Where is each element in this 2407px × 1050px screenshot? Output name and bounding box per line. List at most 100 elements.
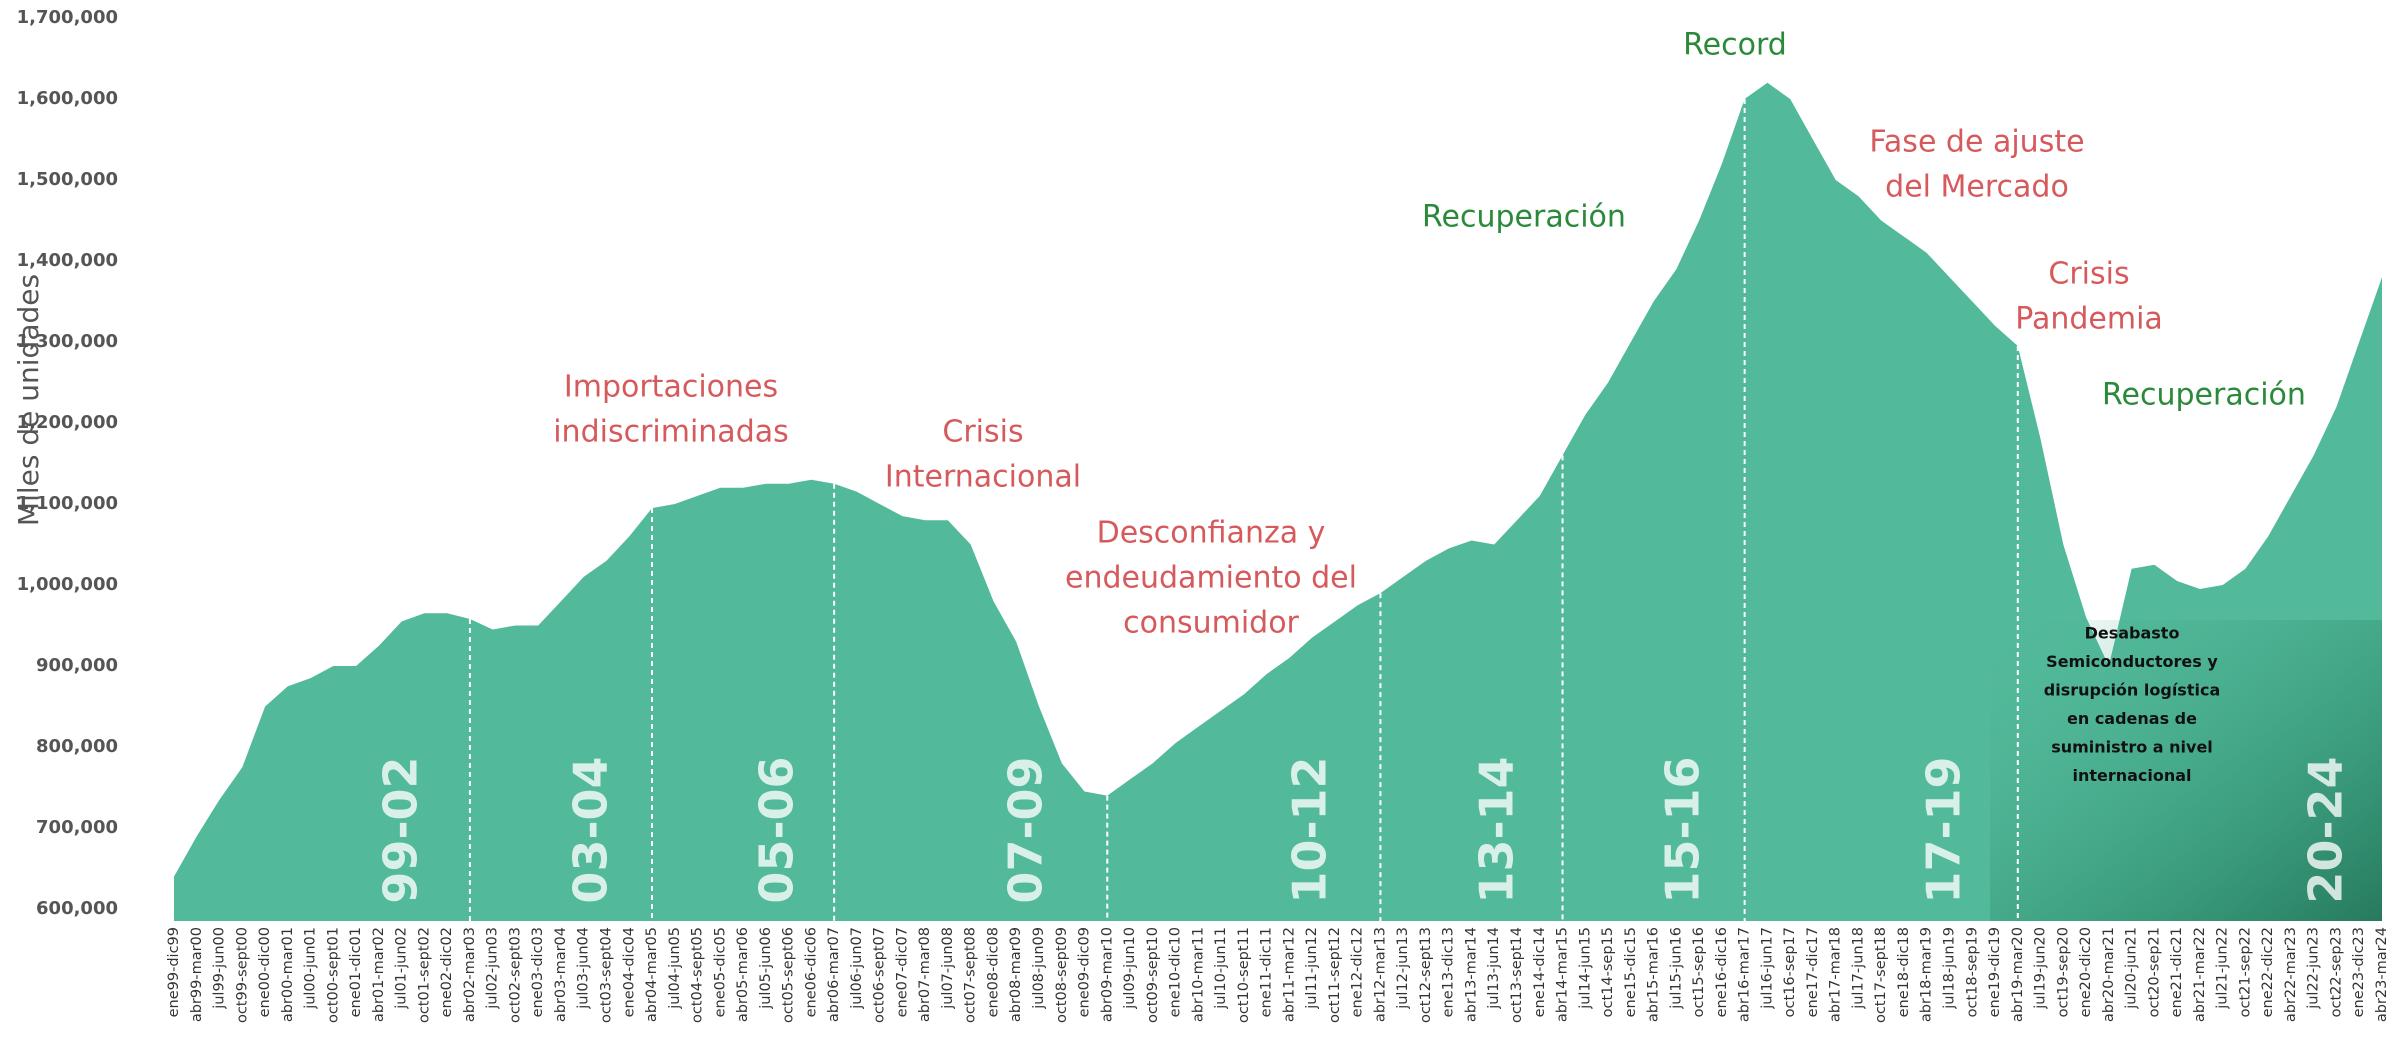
x-tick-label: oct17-sept18 (1873, 927, 1889, 1023)
period-label: 99-02 (374, 756, 428, 903)
x-tick-label: oct21-sep22 (2237, 927, 2253, 1017)
annotation: consumidor (1123, 606, 1299, 641)
x-tick-label: oct06-sept07 (872, 927, 888, 1023)
x-tick-label: abr11-mar12 (1281, 927, 1297, 1022)
x-tick-label: oct14-sep15 (1600, 927, 1616, 1017)
annotation: Record (1683, 28, 1787, 63)
x-tick-label: abr21-mar22 (2192, 927, 2208, 1022)
x-tick-label: ene21-dic21 (2169, 927, 2185, 1017)
annotation: Fase de ajuste (1869, 125, 2084, 160)
x-tick-label: ene22-dic22 (2260, 927, 2276, 1017)
y-axis-title: Miles de unidades (12, 274, 45, 526)
x-tick-label: oct19-sep20 (2055, 927, 2071, 1017)
period-label: 05-06 (750, 756, 804, 903)
x-tick-label: ene23-dic23 (2351, 927, 2367, 1017)
y-tick-label: 1,100,000 (17, 493, 118, 514)
y-tick-label: 1,600,000 (17, 88, 118, 109)
y-tick-label: 1,300,000 (17, 331, 118, 352)
x-tick-label: ene06-dic06 (803, 927, 819, 1017)
x-tick-label: abr23-mar24 (2374, 927, 2390, 1022)
y-tick-label: 700,000 (36, 817, 118, 838)
x-tick-label: oct07-sept08 (963, 927, 979, 1023)
x-tick-label: ene05-dic05 (712, 927, 728, 1017)
x-tick-label: jul16-jun17 (1759, 927, 1775, 1010)
x-tick-label: oct12-sept13 (1418, 927, 1434, 1023)
x-tick-label: abr01-mar02 (371, 927, 387, 1022)
period-label: 17-19 (1917, 756, 1971, 903)
x-tick-label: oct01-sept02 (416, 927, 432, 1023)
x-tick-label: abr18-mar19 (1919, 927, 1935, 1022)
x-tick-label: ene11-dic11 (1259, 927, 1275, 1017)
x-tick-label: jul18-jun19 (1942, 927, 1958, 1010)
y-tick-label: 1,700,000 (17, 7, 118, 28)
x-tick-label: jul17-jun18 (1850, 927, 1866, 1010)
x-tick-label: abr15-mar16 (1646, 927, 1662, 1022)
x-tick-label: ene04-dic04 (621, 927, 637, 1017)
x-tick-label: ene10-dic10 (1168, 927, 1184, 1017)
x-tick-label: oct03-sept04 (598, 927, 614, 1023)
y-tick-label: 1,500,000 (17, 169, 118, 190)
x-tick-label: jul19-jun20 (2033, 927, 2049, 1010)
annotation: Recuperación (2102, 378, 2306, 413)
x-tick-label: oct13-sept14 (1509, 927, 1525, 1023)
period-label: 20-24 (2299, 756, 2353, 903)
x-tick-label: abr17-mar18 (1828, 927, 1844, 1022)
note-text: Desabasto (2085, 624, 2180, 643)
note-text: internacional (2072, 766, 2191, 785)
x-tick-label: ene08-dic08 (985, 927, 1001, 1017)
x-tick-label: abr09-mar10 (1099, 927, 1115, 1022)
annotation: indiscriminadas (553, 415, 789, 450)
annotation: Internacional (885, 460, 1081, 495)
x-tick-label: ene12-dic12 (1350, 927, 1366, 1017)
x-tick-label: abr02-mar03 (462, 927, 478, 1022)
x-tick-label: jul06-jun07 (849, 927, 865, 1010)
x-tick-label: jul02-jun03 (485, 927, 501, 1010)
x-tick-label: jul22-jun23 (2306, 927, 2322, 1010)
note-text: suministro a nivel (2051, 738, 2213, 757)
period-label: 13-14 (1470, 756, 1524, 903)
x-tick-label: jul11-jun12 (1304, 927, 1320, 1010)
x-tick-label: jul04-jun05 (667, 927, 683, 1010)
x-tick-label: abr07-mar08 (917, 927, 933, 1022)
x-tick-label: ene20-dic20 (2078, 927, 2094, 1017)
x-tick-label: oct22-sep23 (2328, 927, 2344, 1017)
x-tick-label: abr10-mar11 (1190, 927, 1206, 1022)
x-tick-label: jul05-jun06 (758, 927, 774, 1010)
x-tick-label: abr22-mar23 (2283, 927, 2299, 1022)
y-tick-label: 1,200,000 (17, 412, 118, 433)
x-tick-label: ene15-dic15 (1623, 927, 1639, 1017)
x-tick-label: oct15-sep16 (1691, 927, 1707, 1017)
x-tick-label: oct20-sep21 (2146, 927, 2162, 1017)
x-tick-label: abr04-mar05 (644, 927, 660, 1022)
x-tick-label: abr03-mar04 (553, 927, 569, 1022)
annotation: Importaciones (564, 370, 778, 405)
x-tick-label: jul00-jun01 (303, 927, 319, 1010)
period-label: 10-12 (1283, 756, 1337, 903)
x-tick-label: abr05-mar06 (735, 927, 751, 1022)
chart: Miles de unidades 600,000700,000800,0009… (0, 0, 2407, 1050)
x-tick-label: oct99-sept00 (234, 927, 250, 1023)
x-tick-label: abr12-mar13 (1372, 927, 1388, 1022)
y-tick-label: 1,000,000 (17, 574, 118, 595)
annotation: Crisis (942, 415, 1023, 450)
x-tick-label: jul03-jun04 (576, 927, 592, 1010)
x-tick-label: oct10-sept11 (1236, 927, 1252, 1023)
x-tick-label: jul08-jun09 (1031, 927, 1047, 1010)
x-tick-label: ene16-dic16 (1714, 927, 1730, 1017)
x-tick-label: abr19-mar20 (2010, 927, 2026, 1022)
x-tick-label: ene09-dic09 (1077, 927, 1093, 1017)
x-tick-label: ene19-dic19 (1987, 927, 2003, 1017)
x-tick-label: ene13-dic13 (1441, 927, 1457, 1017)
x-tick-label: abr08-mar09 (1008, 927, 1024, 1022)
x-tick-label: jul14-jun15 (1577, 927, 1593, 1010)
x-tick-label: abr20-mar21 (2101, 927, 2117, 1022)
x-tick-label: jul07-jun08 (940, 927, 956, 1010)
x-tick-label: oct00-sept01 (325, 927, 341, 1023)
y-tick-label: 1,400,000 (17, 250, 118, 271)
x-tick-label: jul21-jun22 (2215, 927, 2231, 1010)
x-tick-label: abr99-mar00 (189, 927, 205, 1022)
x-tick-label: ene03-dic03 (530, 927, 546, 1017)
x-tick-label: ene14-dic14 (1532, 927, 1548, 1017)
period-label: 07-09 (999, 756, 1053, 903)
x-tick-label: jul10-jun11 (1213, 927, 1229, 1010)
